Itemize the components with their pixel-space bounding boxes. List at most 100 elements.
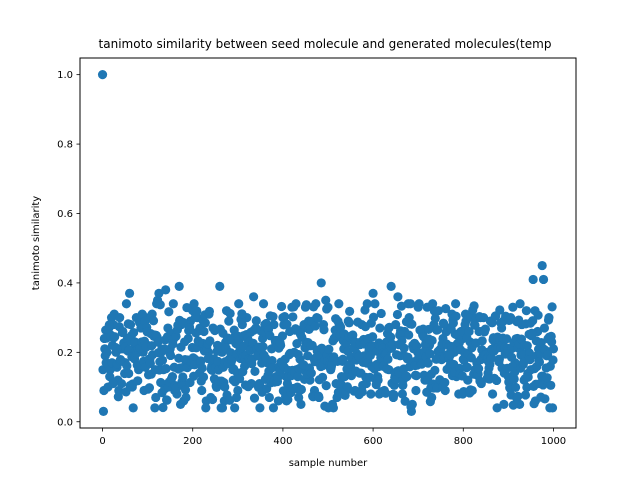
scatter-point <box>267 356 277 366</box>
scatter-point <box>523 372 533 382</box>
scatter-point <box>130 337 140 347</box>
scatter-point <box>234 299 244 309</box>
scatter-point <box>129 327 139 338</box>
scatter-point <box>538 274 549 285</box>
scatter-point <box>235 374 245 384</box>
scatter-point <box>381 388 391 398</box>
x-tick-label: 600 <box>364 436 383 447</box>
scatter-point <box>273 396 283 406</box>
scatter-point <box>509 374 519 384</box>
scatter-point <box>196 356 206 366</box>
scatter-point <box>340 372 350 382</box>
scatter-point <box>301 300 311 310</box>
scatter-point <box>513 391 523 402</box>
scatter-point <box>251 316 261 326</box>
scatter-point <box>158 402 168 413</box>
scatter-point <box>520 390 531 400</box>
scatter-point <box>243 382 253 392</box>
scatter-point <box>224 316 234 326</box>
scatter-point <box>492 403 502 413</box>
scatter-point <box>180 337 190 347</box>
scatter-point <box>383 354 393 364</box>
scatter-point <box>546 380 556 390</box>
scatter-point <box>258 299 269 309</box>
scatter-point <box>546 331 556 341</box>
scatter-point <box>382 364 392 374</box>
scatter-point <box>97 70 108 80</box>
scatter-point <box>174 281 184 291</box>
scatter-point <box>368 288 378 298</box>
scatter-point <box>407 319 417 329</box>
scatter-point <box>207 394 218 405</box>
x-tick-label: 400 <box>273 436 292 447</box>
scatter-point <box>282 319 292 329</box>
x-tick-label: 800 <box>454 436 473 447</box>
scatter-point <box>404 330 414 340</box>
scatter-point <box>492 375 502 386</box>
scatter-point <box>533 310 543 320</box>
scatter-point <box>161 364 171 374</box>
scatter-point <box>306 341 316 351</box>
y-tick-label: 0.8 <box>57 140 73 151</box>
x-tick-label: 200 <box>183 436 202 447</box>
scatter-point <box>427 335 437 346</box>
x-tick-label: 1000 <box>541 436 566 447</box>
scatter-point <box>411 370 421 381</box>
scatter-point <box>231 392 242 403</box>
scatter-point <box>319 325 329 335</box>
scatter-point <box>276 301 287 312</box>
scatter-point <box>288 312 298 322</box>
scatter-point <box>407 399 417 409</box>
y-tick-label: 1.0 <box>57 70 73 81</box>
scatter-point <box>108 378 118 389</box>
scatter-point <box>539 323 550 333</box>
scatter-point <box>501 334 512 344</box>
scatter-point <box>445 350 455 360</box>
scatter-point <box>294 392 304 403</box>
scatter-point <box>204 306 215 316</box>
scatter-point <box>475 313 486 323</box>
scatter-point <box>114 385 124 396</box>
scatter-point <box>268 403 279 413</box>
y-tick-label: 0.0 <box>57 417 73 428</box>
scatter-point <box>510 382 521 392</box>
scatter-point <box>275 338 285 348</box>
scatter-point <box>386 332 396 342</box>
scatter-point <box>440 377 450 388</box>
scatter-point <box>531 379 541 389</box>
scatter-point <box>462 362 472 372</box>
scatter-point <box>153 337 163 347</box>
scatter-point <box>486 353 496 363</box>
scatter-point <box>137 309 147 319</box>
scatter-point <box>249 325 259 335</box>
scatter-point <box>215 281 225 291</box>
scatter-point <box>168 299 178 309</box>
scatter-point <box>122 361 132 371</box>
scatter-points <box>97 70 559 416</box>
scatter-point <box>548 344 559 354</box>
scatter-point <box>534 357 545 367</box>
scatter-point <box>545 403 555 413</box>
scatter-point <box>175 399 186 409</box>
scatter-point <box>230 403 240 413</box>
scatter-point <box>366 389 376 399</box>
scatter-point <box>313 391 324 401</box>
scatter-point <box>336 322 346 332</box>
scatter-point <box>250 366 260 377</box>
y-tick-label: 0.6 <box>57 209 73 220</box>
scatter-point <box>547 302 557 312</box>
scatter-point <box>345 306 355 316</box>
scatter-point <box>118 326 128 337</box>
y-tick-label: 0.4 <box>57 278 73 289</box>
scatter-point <box>464 326 474 337</box>
scatter-point <box>198 372 209 382</box>
scatter-point <box>357 387 367 397</box>
scatter-point <box>515 299 525 309</box>
scatter-point <box>313 313 323 323</box>
scatter-point <box>474 364 484 374</box>
scatter-point <box>121 299 132 309</box>
scatter-point <box>180 385 191 395</box>
scatter-point <box>115 355 126 365</box>
scatter-point <box>529 399 539 409</box>
scatter-point <box>189 371 199 381</box>
